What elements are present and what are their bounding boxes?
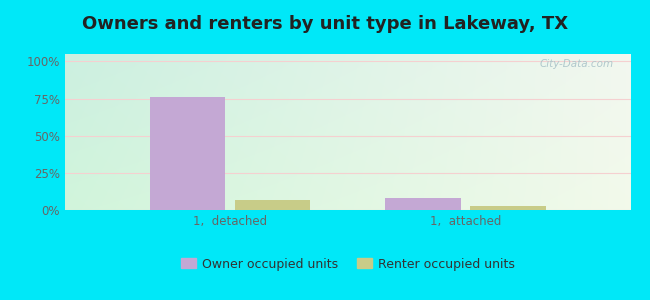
Legend: Owner occupied units, Renter occupied units: Owner occupied units, Renter occupied un…: [176, 253, 520, 275]
Bar: [235, 200, 310, 210]
Text: Owners and renters by unit type in Lakeway, TX: Owners and renters by unit type in Lakew…: [82, 15, 568, 33]
Bar: [470, 206, 545, 210]
Bar: [385, 198, 461, 210]
Bar: [150, 97, 225, 210]
Text: City-Data.com: City-Data.com: [540, 59, 614, 69]
